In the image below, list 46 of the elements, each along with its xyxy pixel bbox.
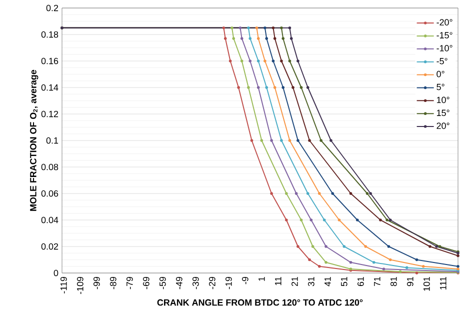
y-tick-label: 0.04 — [41, 216, 58, 224]
x-tick-label: -19 — [225, 276, 232, 290]
y-tick-label: 0 — [54, 270, 58, 276]
y-tick-label: 0.18 — [41, 31, 58, 38]
x-tick-label: -9 — [242, 276, 248, 284]
legend-label: 10° — [436, 96, 450, 104]
x-tick-label: 71 — [374, 276, 380, 286]
y-axis-title: MOLE FRACTION OF O$_{2}$, average — [30, 70, 38, 211]
x-tick-label: 81 — [390, 276, 397, 286]
x-tick-label: -99 — [93, 276, 100, 290]
legend-label: 20° — [436, 122, 450, 129]
y-tick-label: 0.02 — [41, 243, 58, 250]
x-tick-label: -79 — [126, 276, 133, 290]
x-tick-label: 101 — [423, 276, 430, 291]
x-tick-label: -29 — [208, 276, 216, 290]
x-tick-label: -39 — [192, 276, 199, 290]
x-tick-label: -89 — [110, 276, 116, 290]
x-tick-label: 1 — [258, 276, 265, 281]
legend-label: -10° — [436, 45, 452, 52]
legend-label: 15° — [436, 110, 450, 116]
x-tick-label: 41 — [324, 276, 331, 286]
y-tick-label: 0.14 — [41, 84, 58, 91]
y-tick-label: 0.16 — [41, 58, 58, 64]
x-tick-label: 11 — [275, 276, 282, 286]
x-tick-label: -69 — [142, 276, 150, 290]
legend-label: -20° — [436, 19, 452, 26]
legend-label: 5° — [436, 84, 444, 90]
x-tick-label: -109 — [76, 276, 84, 294]
legend-label: 0° — [436, 70, 444, 78]
x-tick-label: 111 — [440, 276, 446, 290]
x-tick-label: -59 — [159, 276, 166, 290]
y-tick-label: 0.12 — [41, 110, 58, 118]
x-tick-label: -119 — [60, 276, 67, 294]
legend-label: -5° — [436, 58, 448, 64]
legend-label: -15° — [436, 32, 452, 38]
x-tick-label: 61 — [357, 276, 364, 286]
x-tick-label: 21 — [292, 276, 298, 286]
x-tick-label: 31 — [308, 276, 314, 286]
x-axis-title: CRANK ANGLE FROM BTDC 120° TO ATDC 120° — [157, 299, 363, 306]
y-tick-label: 0.06 — [41, 190, 58, 197]
y-tick-label: 0.2 — [46, 4, 58, 12]
y-tick-label: 0.1 — [46, 137, 58, 144]
x-tick-label: 91 — [406, 276, 414, 286]
x-tick-label: -49 — [176, 276, 182, 290]
y-tick-label: 0.08 — [41, 164, 58, 170]
x-tick-label: 51 — [341, 276, 348, 286]
